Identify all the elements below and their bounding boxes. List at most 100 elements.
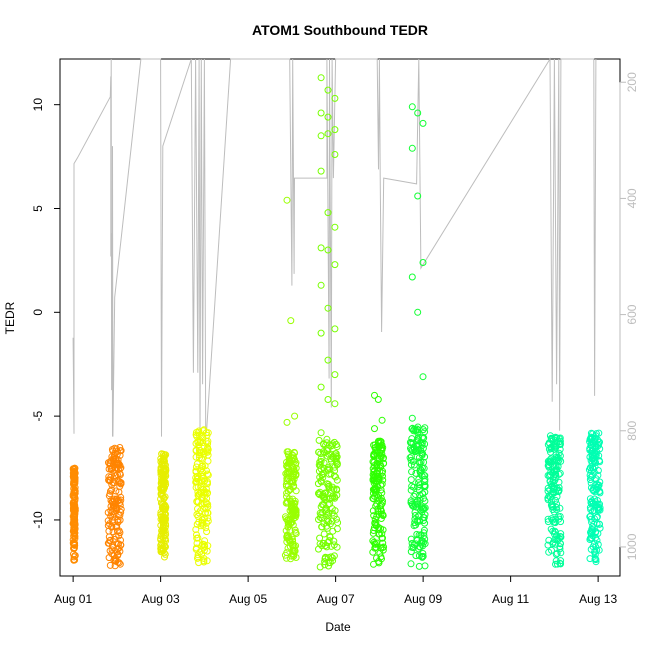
data-point	[333, 515, 340, 523]
data-point	[550, 473, 558, 481]
data-point	[71, 497, 79, 504]
data-point-outlier	[317, 281, 325, 289]
data-point	[289, 483, 297, 491]
data-point	[370, 512, 378, 520]
secondary-y-tick-label: 200	[625, 72, 639, 92]
data-point	[548, 490, 556, 498]
data-point-outlier	[331, 126, 339, 134]
data-point	[283, 475, 291, 483]
data-point	[419, 490, 427, 498]
data-point	[200, 555, 208, 562]
data-point	[204, 437, 212, 445]
data-point	[117, 508, 125, 516]
data-point	[291, 547, 299, 555]
data-point	[159, 505, 167, 513]
data-point	[551, 482, 558, 490]
data-point	[324, 463, 332, 471]
data-point	[289, 547, 297, 555]
data-point	[204, 444, 212, 452]
data-point-outlier	[324, 304, 332, 312]
data-point	[110, 454, 118, 462]
data-point	[372, 488, 380, 496]
data-point	[202, 524, 210, 532]
x-axis-label: Date	[325, 620, 351, 634]
data-point	[288, 457, 296, 465]
data-point	[108, 486, 116, 494]
data-point	[411, 508, 419, 516]
data-point	[544, 518, 552, 526]
data-point	[70, 515, 78, 523]
data-point	[70, 553, 78, 561]
secondary-y-tick-label: 1000	[625, 533, 639, 560]
data-point	[332, 473, 340, 481]
data-point	[113, 527, 121, 535]
data-point	[375, 455, 383, 463]
data-point	[377, 515, 385, 522]
y-tick-label: 5	[31, 205, 45, 212]
data-point	[556, 540, 564, 548]
data-point	[69, 536, 77, 544]
data-point	[555, 449, 563, 457]
data-point	[325, 518, 332, 526]
data-point	[588, 459, 596, 467]
data-point	[71, 504, 79, 512]
data-point	[418, 439, 426, 447]
data-point	[547, 501, 555, 509]
x-tick-label: Aug 07	[317, 592, 355, 606]
data-point	[421, 424, 429, 432]
data-point	[587, 484, 595, 492]
data-point	[316, 509, 324, 517]
data-point	[162, 465, 170, 472]
data-point-outlier	[324, 113, 332, 121]
data-point	[556, 504, 564, 512]
data-point	[411, 501, 419, 509]
data-point	[199, 462, 207, 470]
data-point	[415, 458, 423, 466]
data-point	[157, 468, 165, 476]
data-point	[550, 518, 558, 526]
secondary-y-tick-label: 600	[625, 304, 639, 324]
data-point	[112, 554, 120, 562]
data-point-outlier	[331, 371, 339, 379]
data-point	[589, 447, 597, 455]
data-point	[415, 486, 423, 494]
data-point	[586, 534, 594, 542]
data-point	[379, 526, 387, 534]
data-point	[286, 507, 294, 515]
data-point	[556, 513, 564, 520]
data-point	[114, 518, 122, 526]
data-point	[371, 444, 379, 452]
y-tick-label: 0	[31, 309, 45, 316]
data-point	[291, 526, 299, 534]
data-point	[371, 485, 379, 493]
data-point-outlier	[317, 167, 325, 175]
data-point	[199, 439, 207, 446]
data-point	[160, 515, 168, 523]
data-point	[117, 496, 125, 504]
data-point	[416, 459, 424, 467]
data-point	[108, 523, 116, 531]
data-point-outlier	[374, 396, 382, 403]
data-point	[587, 473, 595, 481]
data-point	[421, 497, 429, 505]
data-point	[282, 470, 290, 478]
data-point	[158, 450, 166, 458]
data-point	[194, 437, 202, 445]
data-point	[108, 542, 116, 550]
data-point	[596, 478, 604, 486]
data-point	[69, 466, 77, 473]
data-point	[162, 451, 170, 459]
data-point	[331, 463, 339, 471]
data-point	[320, 493, 328, 500]
data-point	[546, 477, 554, 485]
data-point	[413, 536, 421, 544]
data-point	[194, 512, 202, 520]
data-point	[286, 459, 294, 467]
data-point	[334, 519, 342, 527]
data-point	[545, 445, 553, 453]
data-point	[551, 442, 559, 450]
data-point-outlier	[419, 259, 427, 266]
data-point	[291, 499, 299, 507]
data-point	[289, 452, 297, 460]
data-point	[193, 520, 201, 528]
